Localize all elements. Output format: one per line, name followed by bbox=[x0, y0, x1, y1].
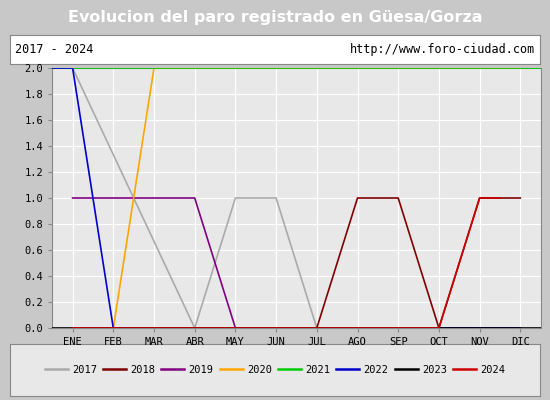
Legend: 2017, 2018, 2019, 2020, 2021, 2022, 2023, 2024: 2017, 2018, 2019, 2020, 2021, 2022, 2023… bbox=[45, 365, 505, 375]
Text: http://www.foro-ciudad.com: http://www.foro-ciudad.com bbox=[350, 43, 535, 56]
Text: 2017 - 2024: 2017 - 2024 bbox=[15, 43, 94, 56]
Text: Evolucion del paro registrado en Güesa/Gorza: Evolucion del paro registrado en Güesa/G… bbox=[68, 10, 482, 25]
